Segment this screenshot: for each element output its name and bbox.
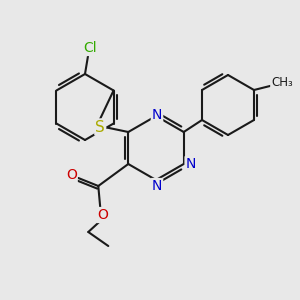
Text: N: N [152,108,162,122]
Text: O: O [66,168,77,182]
Text: S: S [95,119,105,134]
Text: CH₃: CH₃ [271,76,293,89]
Text: Cl: Cl [83,41,97,55]
Text: O: O [97,208,108,222]
Text: N: N [185,157,196,171]
Text: N: N [152,179,162,193]
